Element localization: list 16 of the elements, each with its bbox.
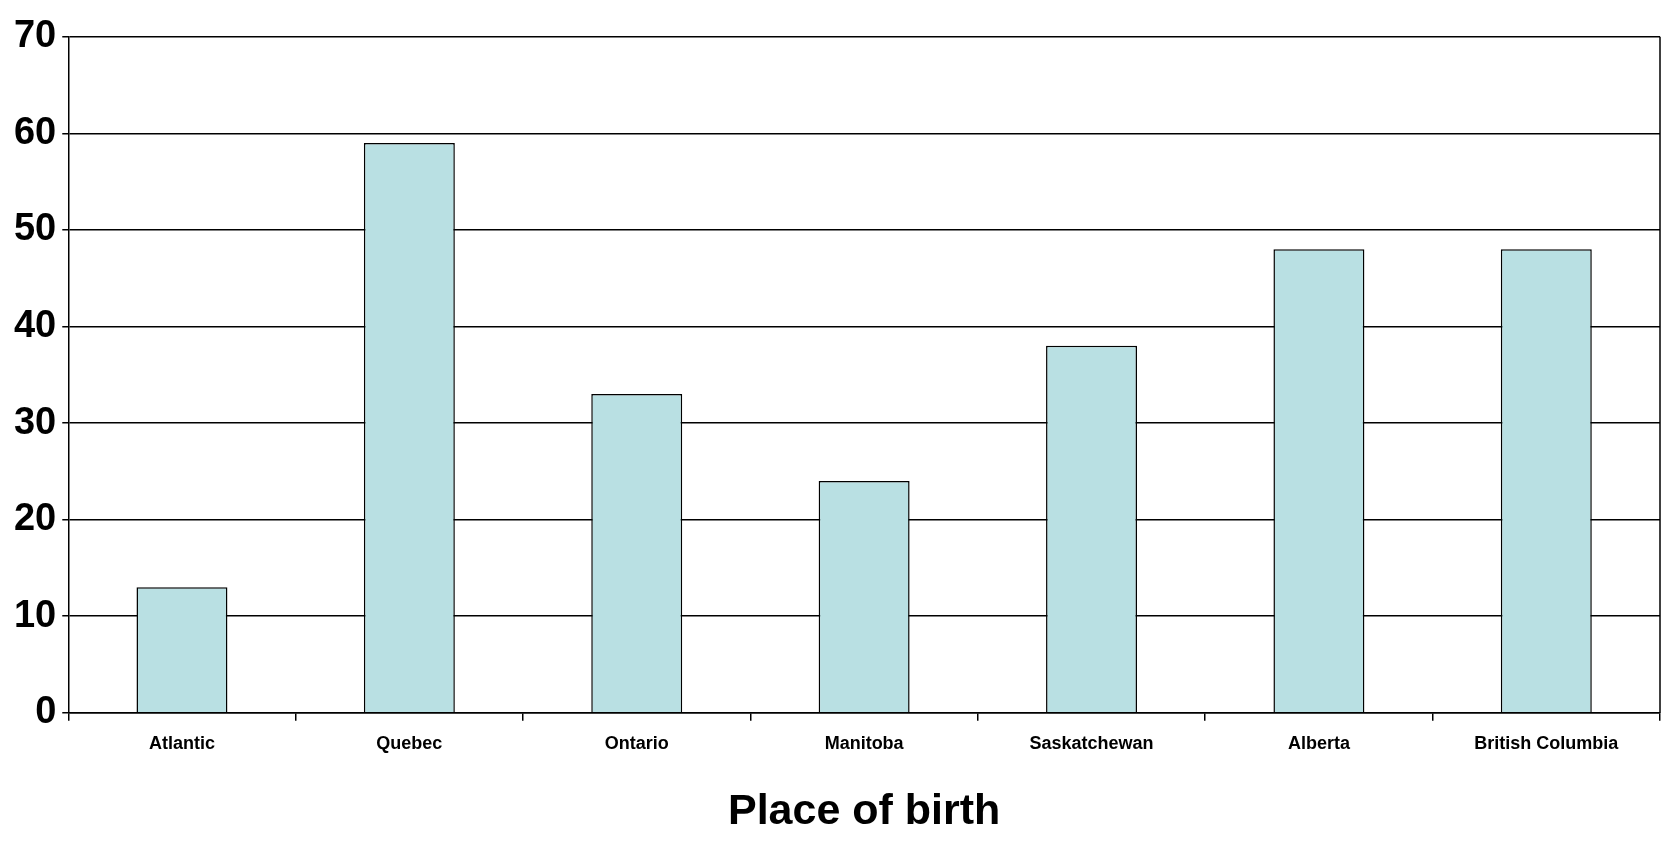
y-tick-label: 10: [13, 592, 57, 635]
x-tick-label: Ontario: [604, 732, 669, 753]
x-tick-label: Atlantic: [148, 732, 215, 753]
x-tick-label: Alberta: [1287, 732, 1351, 753]
y-tick-label: 30: [13, 399, 57, 442]
y-tick-label: 60: [13, 109, 57, 152]
y-tick-label: 20: [13, 496, 57, 539]
y-tick-label: 0: [35, 689, 57, 732]
y-tick-label: 40: [13, 303, 57, 345]
x-tick-label: Saskatchewan: [1029, 732, 1154, 753]
x-tick-label: Manitoba: [824, 732, 905, 753]
x-tick-label: Quebec: [376, 732, 443, 753]
x-axis-title: Place of birth: [727, 785, 1001, 834]
x-tick-label: British Columbia: [1474, 732, 1620, 753]
y-tick-label: 70: [13, 13, 57, 56]
y-tick-label: 50: [13, 206, 57, 249]
